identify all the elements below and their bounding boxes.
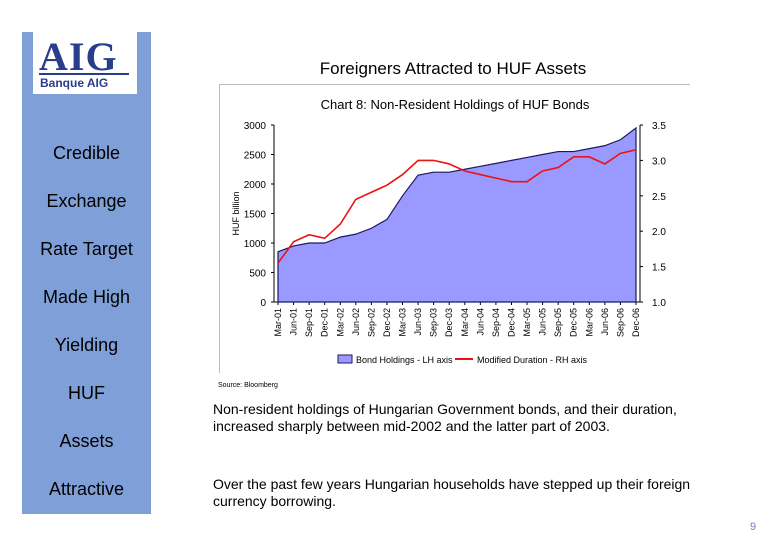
sidebar-word-attractive: Attractive [48,479,125,499]
legend-label-modified-duration: Modified Duration - RH axis [477,355,588,365]
chart-title: Chart 8: Non-Resident Holdings of HUF Bo… [321,97,590,112]
sidebar-word-huf: HUF [68,383,105,403]
right-tick-label: 2.0 [652,227,666,238]
sidebar-panel [22,32,151,514]
x-tick-label: Dec-03 [444,308,454,337]
page-number: 9 [750,521,757,533]
x-tick-label: Jun-02 [351,308,361,336]
slide-title: Foreigners Attracted to HUF Assets [319,59,587,78]
paragraph-households: Over the past few years Hungarian househ… [213,476,691,509]
x-tick-label: Jun-03 [413,308,423,336]
legend-swatch-bond-holdings [337,354,353,364]
aig-logo: AIG Banque AIG [33,32,137,94]
right-tick-label: 3.5 [652,121,666,132]
right-tick-label: 1.0 [652,298,666,309]
bond-holdings-area [277,126,637,303]
left-tick-label: 500 [249,269,266,280]
x-tick-label: Sep-01 [304,308,314,337]
right-tick-label: 3.0 [652,156,666,167]
x-tick-label: Sep-06 [615,308,625,337]
sidebar-word-exchange: Exchange [46,191,127,211]
logo-brand: AIG [39,34,118,79]
sidebar-word-yielding: Yielding [54,335,119,355]
bond-holdings-chart: Chart 8: Non-Resident Holdings of HUF Bo… [231,97,666,365]
left-tick-label: 1500 [244,210,267,221]
modified-duration-line [277,148,637,264]
sidebar-word-made-high: Made High [42,287,131,307]
x-tick-label: Mar-02 [335,308,345,337]
x-tick-label: Dec-05 [569,308,579,337]
sidebar-word-rate-target: Rate Target [40,239,133,259]
left-tick-label: 2000 [244,180,267,191]
left-tick-label: 0 [260,298,266,309]
x-tick-label: Mar-04 [460,308,470,337]
x-tick-label: Sep-02 [366,308,376,337]
x-tick-label: Sep-03 [429,308,439,337]
left-tick-label: 1000 [244,239,267,250]
right-tick-label: 1.5 [652,263,666,274]
paragraph-holdings: Non-resident holdings of Hungarian Gover… [213,401,677,434]
left-tick-label: 2500 [244,151,267,162]
x-tick-label: Mar-01 [273,308,283,337]
logo-divider [39,73,129,75]
x-tick-label: Dec-04 [506,308,516,337]
right-tick-label: 2.5 [652,192,666,203]
logo-subtitle: Banque AIG [40,76,109,90]
x-tick-label: Jun-01 [289,308,299,336]
x-tick-label: Mar-06 [584,308,594,337]
x-tick-label: Jun-05 [538,308,548,336]
x-tick-label: Dec-01 [320,308,330,337]
x-tick-label: Dec-06 [631,308,641,337]
sidebar-word-credible: Credible [52,143,121,163]
x-tick-label: Sep-04 [491,308,501,337]
chart-panel: Chart 8: Non-Resident Holdings of HUF Bo… [219,84,690,373]
left-tick-label: 3000 [244,121,267,132]
chart-source: Source: Bloomberg [218,382,278,389]
x-tick-label: Sep-05 [553,308,563,337]
y-axis-label: HUF billion [231,191,241,235]
sidebar-word-assets: Assets [59,431,114,451]
x-tick-label: Mar-03 [398,308,408,337]
x-tick-label: Dec-02 [382,308,392,337]
x-tick-label: Jun-06 [600,308,610,336]
x-tick-label: Mar-05 [522,308,532,337]
x-tick-label: Jun-04 [475,308,485,336]
legend-label-bond-holdings: Bond Holdings - LH axis [356,355,453,365]
